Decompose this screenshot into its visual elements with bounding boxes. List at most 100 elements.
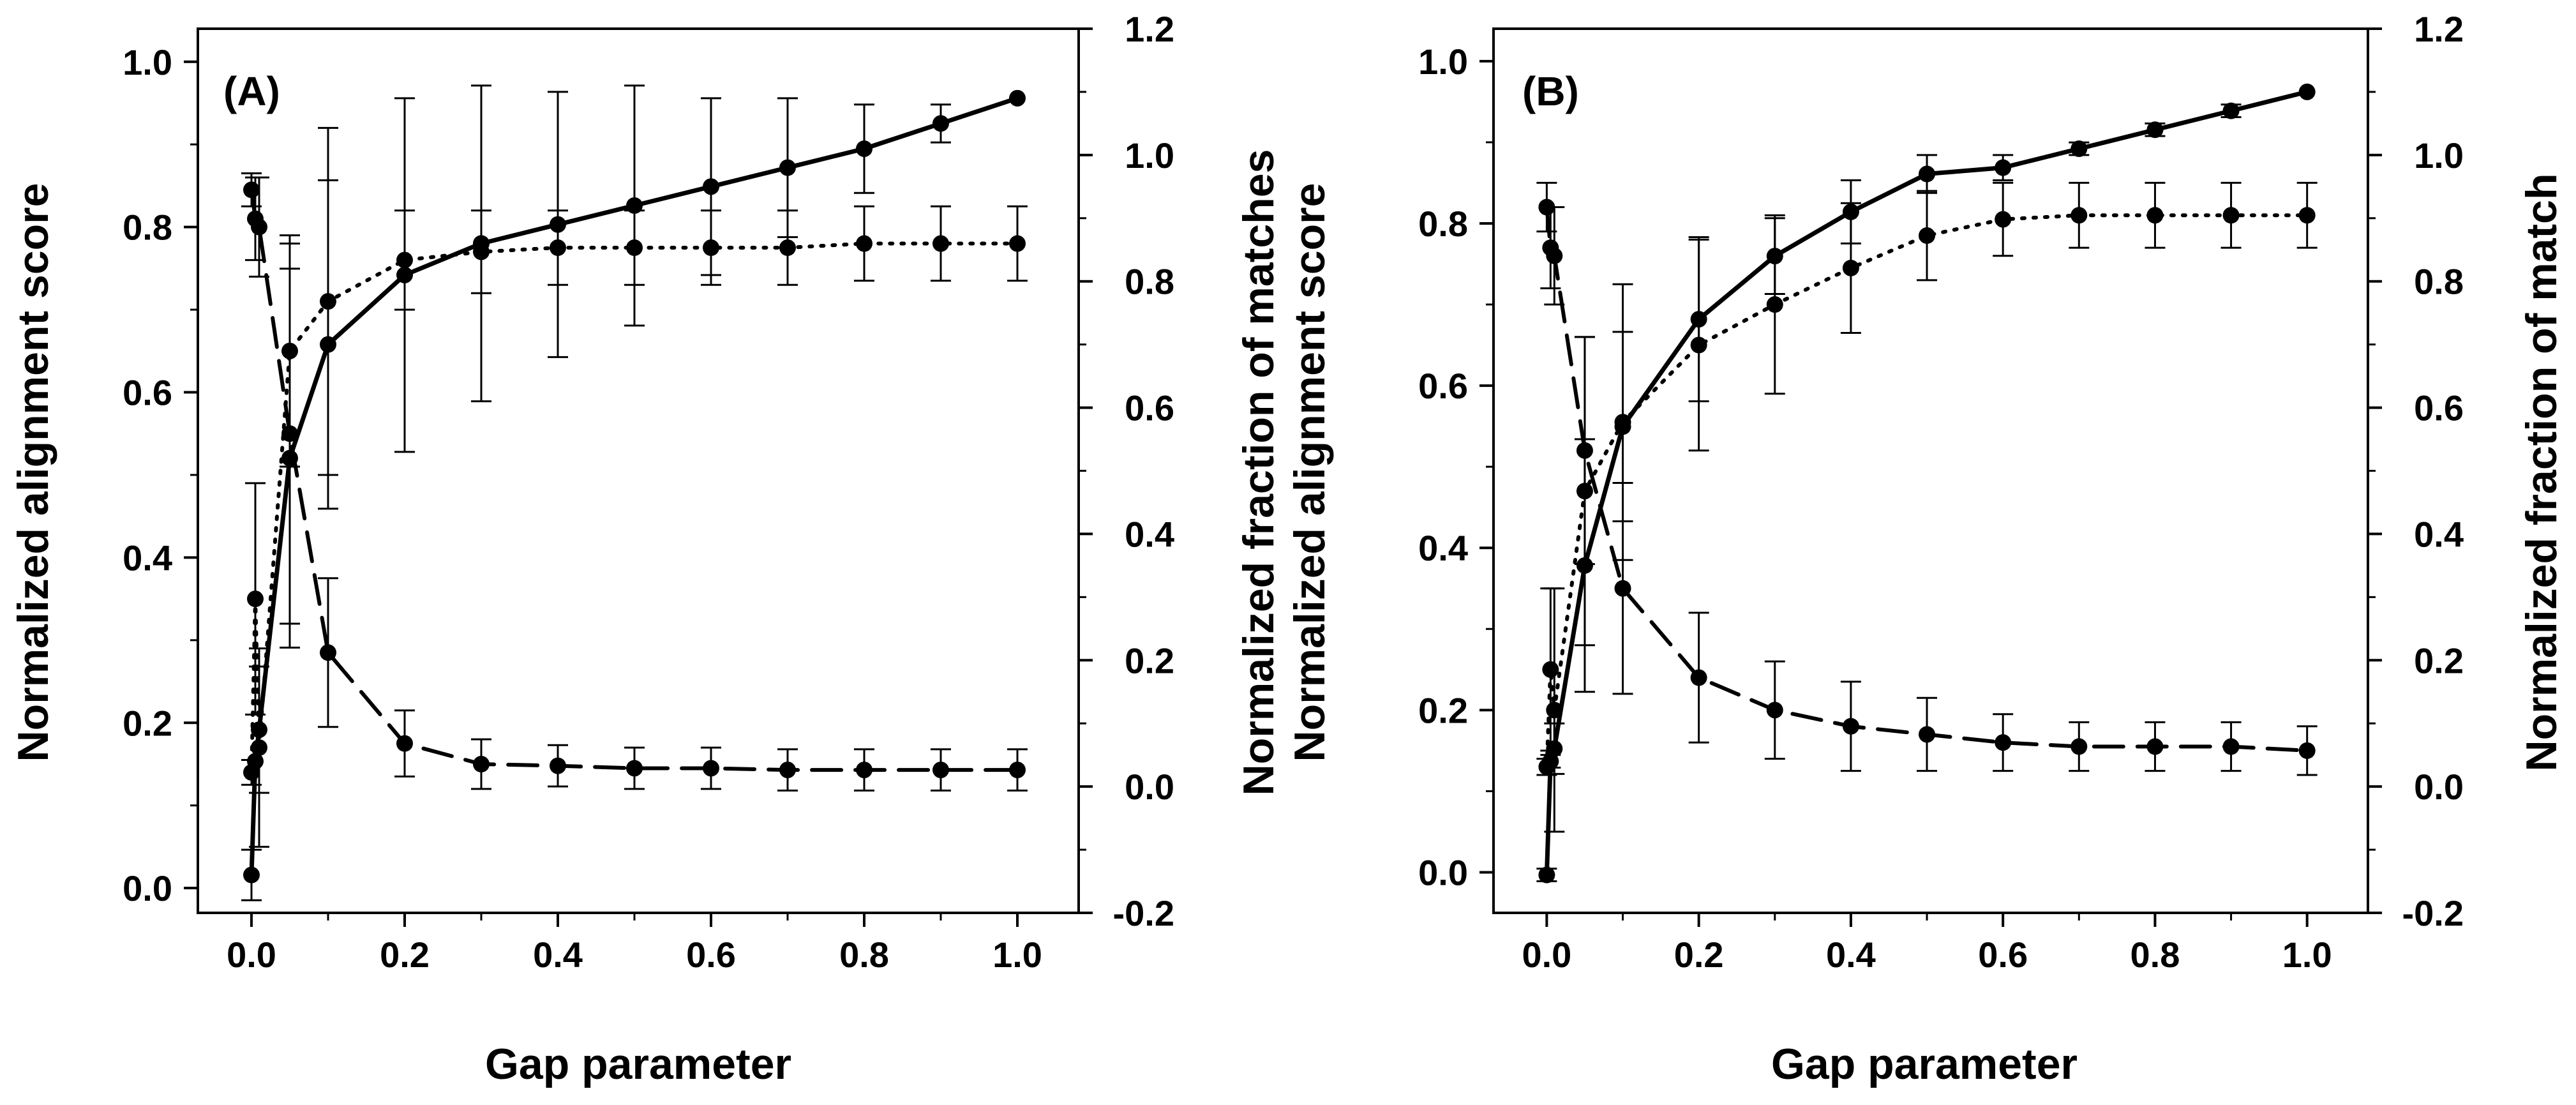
series-line [1545,205,2309,753]
panel-a-y2-tick-label: 0.4 [1125,514,1174,554]
data-point [550,239,566,257]
data-point [243,181,260,199]
panel-b-y-tick-label: 0.8 [1418,204,1468,244]
data-point [2146,738,2164,755]
panel-a-x-tick-label: 0.4 [533,935,583,975]
data-point [1546,702,1563,719]
panel-b-y2-tick-label: -0.2 [2402,893,2464,933]
panel-b: (B) Gap parameter Normalized alignment s… [1285,9,2566,1088]
data-point [473,756,490,773]
data-point [2146,121,2164,139]
data-point [1538,866,1555,883]
data-point [2298,83,2316,100]
data-point [932,115,949,132]
panel-a-y2-tick-label: 0.6 [1125,388,1174,428]
data-point [1538,758,1555,776]
data-point [1919,227,1936,244]
data-point [626,239,643,257]
panel-b-x-tick-label: 0.2 [1674,935,1724,975]
data-point [1995,734,2012,751]
data-point [856,235,872,252]
data-point [247,590,264,608]
data-point [1766,296,1783,313]
panel-a-y2-tick-label: 0.8 [1125,262,1174,302]
panel-b-y-axis-title: Normalized alignment score [1285,183,1334,762]
panel-b-y2-tick-label: 0.6 [2414,388,2464,428]
panel-a-y2-tick-label: 1.0 [1125,135,1174,176]
panel-b-y-tick-label: 0.0 [1418,852,1468,892]
data-point [396,252,413,269]
data-point [856,140,872,157]
data-point [703,239,719,257]
panel-a-x-tick-label: 0.6 [686,935,736,975]
data-point [1919,165,1936,183]
data-point [2222,102,2240,119]
panel-b-x-tick-label: 0.8 [2130,935,2180,975]
data-point [1690,669,1707,686]
data-point [2071,738,2088,755]
panel-a: (A) Gap parameter Normalized alignment s… [9,9,1283,1088]
panel-b-y2-tick-label: 1.0 [2414,135,2464,176]
panel-b-x-tick-label: 0.0 [1522,935,1571,975]
data-point [550,757,566,774]
panel-a-y-tick-label: 1.0 [123,42,172,82]
panel-a-plot-frame [197,27,1080,914]
panel-b-y-tick-label: 0.6 [1418,366,1468,406]
panel-b-series-dotted [1536,181,2318,833]
panel-b-y2-tick-label: 0.8 [2414,262,2464,302]
data-point [703,178,719,195]
data-point [856,762,872,779]
panel-a-y-tick-label: 0.8 [123,207,172,248]
data-point [1009,235,1026,252]
data-point [1542,661,1559,678]
panel-b-y-tick-label: 0.4 [1418,528,1468,568]
panel-b-y2-tick-label: 0.2 [2414,640,2464,680]
panel-a-y-tick-label: 0.4 [123,537,172,578]
data-point [243,866,260,883]
panel-b-x-axis-title: Gap parameter [1771,1040,2078,1088]
data-point [1842,259,1859,276]
data-point [251,218,267,236]
data-point [2071,140,2088,157]
panel-a-x-axis-title: Gap parameter [485,1040,791,1088]
series-line [1545,213,2309,769]
data-point [1009,89,1026,107]
panel-a-y2-tick-label: -0.2 [1113,893,1175,933]
panel-a-series-dotted [241,126,1028,848]
data-point [2298,207,2316,224]
data-point [779,159,796,176]
data-point [251,739,267,756]
data-point [473,243,490,260]
panel-a-y2-axis-title: Normalized fraction of matches [1234,149,1283,796]
data-point [1919,726,1936,743]
data-point [2071,207,2088,224]
panel-a-x-tick-label: 0.2 [380,935,430,975]
data-point [2222,207,2240,224]
panel-b-series-dashed [1536,181,2318,776]
data-point [2146,207,2164,224]
panel-b-y2-tick-label: 1.2 [2414,9,2464,49]
panel-a-y-tick-label: 0.2 [123,703,172,743]
data-point [1614,414,1631,431]
data-point [320,293,336,310]
data-point [932,235,949,252]
series-line [249,96,1020,878]
data-point [1009,762,1026,779]
panel-b-label: (B) [1522,68,1579,114]
data-point [1538,199,1555,216]
panel-a-y-tick-label: 0.6 [123,373,172,413]
panel-b-y-tick-label: 1.0 [1418,41,1468,82]
panel-b-y2-tick-label: 0.0 [2414,767,2464,807]
data-point [932,762,949,779]
data-point [779,239,796,257]
data-point [243,763,260,781]
panel-a-y-axis-title: Normalized alignment score [9,183,57,762]
panel-a-y2-tick-label: 1.2 [1125,9,1174,49]
panel-a-x-tick-label: 1.0 [992,935,1042,975]
panel-a-x-tick-label: 0.0 [227,935,276,975]
data-point [1690,336,1707,354]
panel-b-x-tick-label: 0.4 [1826,935,1876,975]
panel-a-y-tick-label: 0.0 [123,868,172,908]
data-point [320,644,336,661]
data-point [2222,738,2240,755]
